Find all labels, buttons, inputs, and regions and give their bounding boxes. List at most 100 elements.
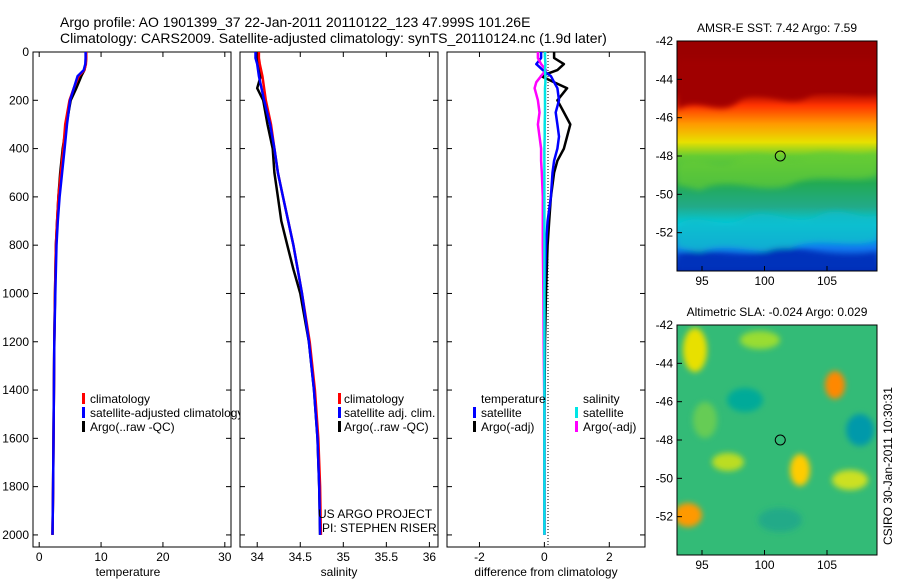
legend-swatch-climatology (82, 393, 85, 404)
sla-anomaly (790, 454, 810, 486)
sla-anomaly (683, 328, 707, 372)
y-tick-label: 1600 (2, 431, 29, 445)
x-tick-label: 35 (337, 550, 351, 564)
y-tick-label: 600 (9, 190, 29, 204)
x-tick-label: 35.5 (375, 550, 399, 564)
sla-map-title: Altimetric SLA: -0.024 Argo: 0.029 (687, 305, 868, 319)
sst-texture (677, 60, 877, 271)
sla-anomaly (846, 414, 874, 446)
map-y-tick-label: -48 (656, 433, 674, 447)
x-tick-label: 20 (156, 550, 170, 564)
x-tick-label: 34.5 (289, 550, 313, 564)
legend-label-satellite: satellite-adjusted climatology (90, 406, 243, 420)
sst-map-ticks: 95 100 105 -42 -44 -46 -48 -50 -52 (656, 34, 838, 288)
sla-anomaly (677, 503, 702, 527)
salinity-legend: climatology satellite adj. clim. Argo(..… (338, 392, 435, 434)
temperature-legend: climatology satellite-adjusted climatolo… (82, 392, 243, 434)
sla-heatmap (677, 325, 877, 555)
x-tick-label: 34 (251, 550, 265, 564)
map-x-tick-label: 100 (754, 558, 774, 572)
map-x-tick-label: 105 (817, 558, 837, 572)
difference-panel: -2 0 2 difference from climatology tempera… (446, 51, 646, 579)
legend-label-climatology: climatology (344, 392, 404, 406)
x-tick-label: 10 (94, 550, 108, 564)
legend-swatch-argo (82, 421, 85, 432)
map-y-tick-label: -44 (656, 72, 674, 86)
map-y-tick-label: -42 (656, 318, 674, 332)
sla-map-ticks: 95 100 105 -42 -44 -46 -48 -50 -52 (656, 318, 838, 572)
sla-anomaly (758, 508, 802, 532)
figure-title-line2: Climatology: CARS2009. Satellite-adjuste… (60, 30, 607, 46)
x-tick-label: 36 (423, 550, 437, 564)
y-tick-label: 0 (22, 45, 29, 59)
map-x-tick-label: 105 (817, 274, 837, 288)
sla-anomaly (832, 470, 868, 490)
map-y-tick-label: -48 (656, 149, 674, 163)
x-tick-label: 0 (541, 550, 548, 564)
sst-green-band (677, 150, 877, 190)
figure-title-line1: Argo profile: AO 1901399_37 22-Jan-2011 … (60, 14, 530, 30)
legend-label-argo: Argo(..raw -QC) (90, 420, 175, 434)
salinity-lines (254, 52, 323, 535)
temperature-xlabel: temperature (96, 565, 161, 579)
legend-swatch-sal-satellite (575, 407, 578, 418)
sst-cold-band (677, 248, 877, 271)
y-tick-label: 2000 (2, 528, 29, 542)
difference-lines (533, 52, 572, 535)
y-tick-label: 200 (9, 93, 29, 107)
project-annotation: US ARGO PROJECT (318, 507, 433, 521)
series-line-satellite-adj-clim- (254, 52, 322, 535)
sst-cyan-band (677, 211, 877, 252)
map-y-tick-label: -42 (656, 34, 674, 48)
temperature-lines (51, 52, 88, 535)
legend-group-salinity: salinity (583, 392, 620, 406)
sla-anomaly (693, 402, 717, 438)
sla-anomaly (727, 388, 763, 412)
y-tick-label: 800 (9, 238, 29, 252)
map-y-tick-label: -52 (656, 226, 674, 240)
legend-label-temp-argo: Argo(-adj) (481, 420, 534, 434)
salinity-panel: 34 34.5 35 35.5 36 salinity climatology sate… (239, 51, 439, 579)
legend-label-climatology: climatology (90, 392, 150, 406)
map-y-tick-label: -44 (656, 356, 674, 370)
sla-texture (677, 328, 874, 532)
pi-annotation: PI: STEPHEN RISER (322, 521, 437, 535)
legend-swatch-climatology (338, 393, 341, 404)
temperature-ticks: 0 10 20 30 0 200 400 600 800 1000 1200 1400 1600 1800… (2, 45, 232, 564)
legend-swatch-satellite (82, 407, 85, 418)
y-tick-label: 1400 (2, 383, 29, 397)
sla-map-panel: Altimetric SLA: -0.024 Argo: 0.029 95 100… (656, 305, 878, 572)
x-tick-label: 2 (606, 550, 613, 564)
salinity-xlabel: salinity (321, 565, 358, 579)
legend-swatch-argo (338, 421, 341, 432)
legend-group-temperature: temperature (481, 392, 546, 406)
y-tick-label: 1800 (2, 480, 29, 494)
side-stamp: CSIRO 30-Jan-2011 10:30:31 (881, 387, 895, 545)
map-y-tick-label: -50 (656, 471, 674, 485)
x-tick-label: 30 (218, 550, 232, 564)
difference-legend: temperature salinity satellite Argo(-adj… (473, 392, 636, 434)
map-y-tick-label: -46 (656, 395, 674, 409)
legend-swatch-temp-argo (473, 421, 476, 432)
temperature-panel: 0 10 20 30 0 200 400 600 800 1000 1200 1400 1600 1800… (2, 45, 243, 579)
legend-label-sal-satellite: satellite (583, 406, 624, 420)
sst-map-panel: AMSR-E SST: 7.42 Argo: 7.59 95 100 105 -42 -… (656, 21, 878, 288)
map-x-tick-label: 95 (695, 558, 709, 572)
map-y-tick-label: -50 (656, 187, 674, 201)
argo-location-marker (774, 434, 786, 446)
x-tick-label: 0 (36, 550, 43, 564)
sla-anomaly (740, 331, 780, 349)
sst-heatmap (677, 41, 877, 271)
map-x-tick-label: 100 (754, 274, 774, 288)
map-x-tick-label: 95 (695, 274, 709, 288)
legend-swatch-sal-argo (575, 421, 578, 432)
x-tick-label: -2 (474, 550, 485, 564)
temperature-axes-box (32, 51, 232, 548)
y-tick-label: 1200 (2, 335, 29, 349)
y-tick-label: 400 (9, 142, 29, 156)
series-line-salinity-satellite (543, 52, 547, 535)
map-y-tick-label: -52 (656, 510, 674, 524)
series-line-satellite-adjusted-climatology (51, 52, 87, 535)
argo-location-marker (774, 150, 786, 162)
